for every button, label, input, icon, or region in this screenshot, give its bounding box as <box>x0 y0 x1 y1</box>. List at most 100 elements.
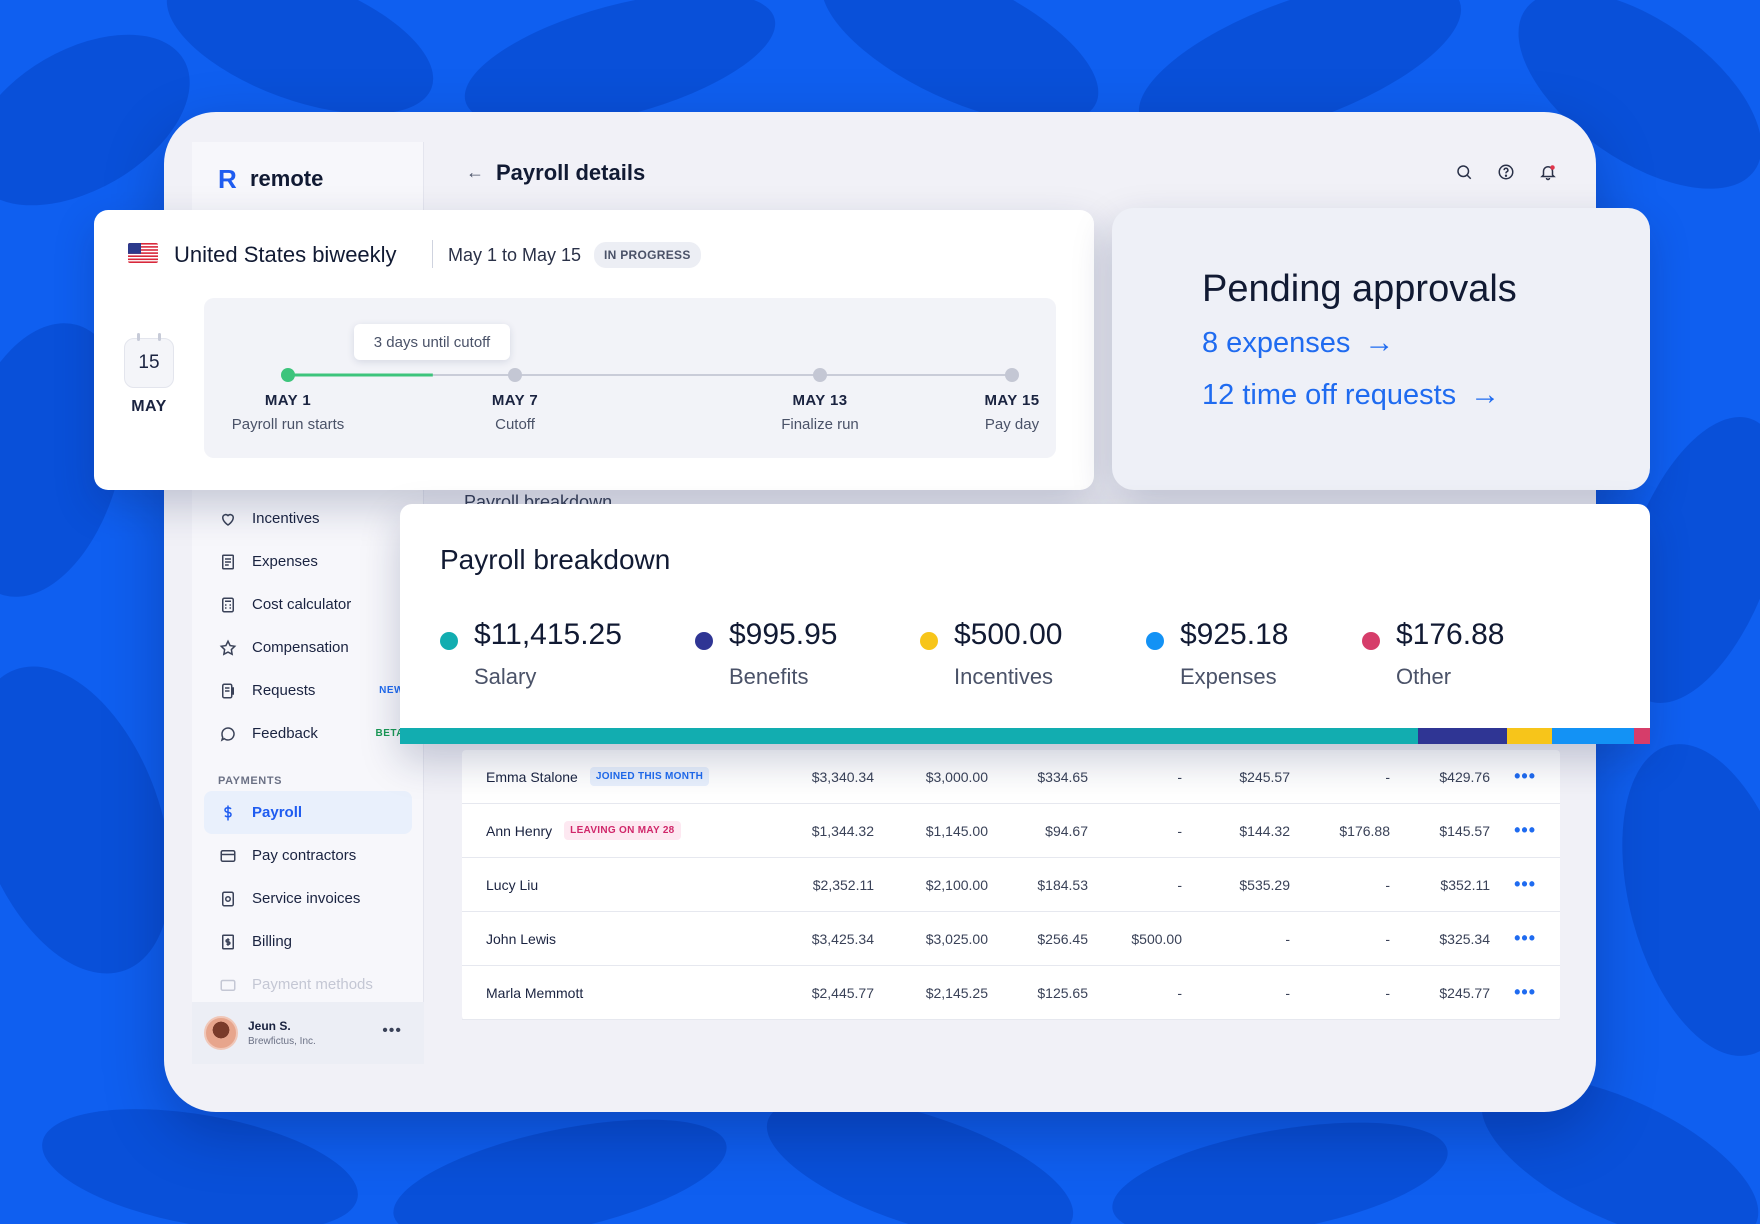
payroll-run-card: United States biweekly May 1 to May 15 I… <box>94 210 1094 490</box>
search-icon[interactable] <box>1454 162 1474 182</box>
nav-section-payments: PAYMENTS <box>218 775 283 787</box>
logo-text: remote <box>250 166 324 191</box>
milestone-date: MAY 1 <box>264 392 312 409</box>
amount-cell: $3,425.34 <box>811 930 874 947</box>
sidebar-item-payment-methods[interactable]: Payment methods <box>192 963 424 1006</box>
sidebar-item-label: Feedback <box>252 725 318 742</box>
pending-approvals-title: Pending approvals <box>1202 268 1517 310</box>
sidebar-item-label: Billing <box>252 933 293 950</box>
table-row[interactable]: John Lewis $3,425.34 $3,025.00 $256.45 $500.… <box>462 912 1560 966</box>
star-icon <box>218 638 238 658</box>
row-more-icon[interactable]: ••• <box>1514 928 1536 948</box>
expenses-segment <box>1551 728 1635 744</box>
row-more-icon[interactable]: ••• <box>1514 820 1536 840</box>
bill-icon <box>218 932 238 952</box>
avatar <box>204 1016 238 1050</box>
amount-cell: - <box>1385 876 1390 893</box>
amount-cell: $334.65 <box>1037 768 1088 785</box>
amount-cell: $429.76 <box>1439 768 1490 785</box>
employee-name-cell: Emma Stalone JOINED THIS MONTH <box>486 767 710 786</box>
payroll-run-dates: May 1 to May 15 <box>448 245 582 265</box>
breakdown-label: Incentives <box>954 664 1054 689</box>
milestone-dot-cutoff <box>508 368 522 382</box>
other-dot <box>1362 632 1380 650</box>
logo[interactable]: R remote <box>218 166 323 192</box>
table-row[interactable]: Ann Henry LEAVING ON MAY 28 $1,344.32 $1,14… <box>462 804 1560 858</box>
incentives-dot <box>920 632 938 650</box>
amount-cell: - <box>1177 822 1182 839</box>
page-title: Payroll details <box>496 160 646 185</box>
remote-logo-icon: R <box>218 164 237 194</box>
sidebar-item-label: Service invoices <box>252 890 361 907</box>
amount-cell: $2,145.25 <box>925 984 988 1001</box>
amount-cell: $125.65 <box>1037 984 1088 1001</box>
row-more-icon[interactable]: ••• <box>1514 766 1536 786</box>
breakdown-label: Expenses <box>1180 664 1277 689</box>
amount-cell: - <box>1285 984 1290 1001</box>
sidebar-item-expenses[interactable]: Expenses <box>192 540 424 583</box>
time-off-link[interactable]: 12 time off requests → <box>1202 378 1500 412</box>
table-row[interactable]: Lucy Liu $2,352.11 $2,100.00 $184.53 - $535.2… <box>462 858 1560 912</box>
chat-bubble-icon <box>218 724 238 744</box>
user-card[interactable]: Jeun S. Brewfictus, Inc. ••• <box>192 1002 424 1064</box>
amount-cell: $245.57 <box>1239 768 1290 785</box>
help-icon[interactable] <box>1496 162 1516 182</box>
payroll-run-title: United States biweekly <box>174 242 397 267</box>
payroll-table: Emma Stalone JOINED THIS MONTH $3,340.34 $3… <box>462 750 1560 1020</box>
amount-cell: - <box>1385 768 1390 785</box>
row-more-icon[interactable]: ••• <box>1514 874 1536 894</box>
sidebar-item-incentives[interactable]: Incentives <box>192 497 424 540</box>
sidebar-item-compensation[interactable]: Compensation <box>192 626 424 669</box>
timeline-track <box>281 368 1019 382</box>
wallet-icon <box>218 975 238 995</box>
breakdown-value: $925.18 <box>1180 618 1289 651</box>
beta-badge: BETA <box>375 728 404 739</box>
amount-cell: - <box>1385 984 1390 1001</box>
sidebar-item-pay-contractors[interactable]: Pay contractors <box>192 834 424 877</box>
employee-name-cell: Ann Henry LEAVING ON MAY 28 <box>486 821 681 840</box>
amount-cell: $2,352.11 <box>812 876 874 893</box>
sidebar-item-billing[interactable]: Billing <box>192 920 424 963</box>
document-icon <box>218 681 238 701</box>
amount-cell: $245.77 <box>1439 984 1490 1001</box>
expenses-link-label: 8 expenses <box>1202 326 1351 359</box>
cutoff-tooltip: 3 days until cutoff <box>354 324 510 360</box>
card-icon <box>218 846 238 866</box>
amount-cell: $1,344.32 <box>811 822 874 839</box>
benefits-dot <box>695 632 713 650</box>
sidebar-item-feedback[interactable]: Feedback BETA <box>192 712 424 755</box>
benefits-segment <box>1418 728 1508 744</box>
breakdown-value: $500.00 <box>954 618 1063 651</box>
payroll-timeline: 3 days until cutoff MAY 1 Payroll run st… <box>204 298 1056 458</box>
bell-icon[interactable] <box>1538 162 1558 182</box>
amount-cell: - <box>1285 930 1290 947</box>
sidebar-item-label: Payment methods <box>252 976 373 993</box>
arrow-right-icon: → <box>1364 326 1395 359</box>
status-tag: JOINED THIS MONTH <box>589 767 710 786</box>
milestone-label: Finalize run <box>781 416 859 433</box>
arrow-right-icon: → <box>1470 378 1501 411</box>
table-row[interactable]: Marla Memmott $2,445.77 $2,145.25 $125.65 - -… <box>462 966 1560 1020</box>
expenses-link[interactable]: 8 expenses → <box>1202 326 1394 360</box>
milestone-cutoff: MAY 7 Cutoff <box>435 392 595 433</box>
us-flag-icon <box>128 243 158 263</box>
sidebar-item-service-invoices[interactable]: Service invoices <box>192 877 424 920</box>
amount-cell: $535.29 <box>1239 876 1290 893</box>
amount-cell: $256.45 <box>1037 930 1088 947</box>
sidebar-item-payroll[interactable]: Payroll <box>204 791 412 834</box>
more-icon[interactable]: ••• <box>382 1022 402 1039</box>
sidebar-item-requests[interactable]: Requests NEW <box>192 669 424 712</box>
table-row[interactable]: Emma Stalone JOINED THIS MONTH $3,340.34 $3… <box>462 750 1560 804</box>
milestone-start: MAY 1 Payroll run starts <box>208 392 368 433</box>
sidebar-item-cost-calculator[interactable]: Cost calculator <box>192 583 424 626</box>
sidebar-nav: Incentives Expenses Cost calculator Comp… <box>192 497 424 1006</box>
amount-cell: $3,340.34 <box>811 768 874 785</box>
amount-cell: $184.53 <box>1037 876 1088 893</box>
row-more-icon[interactable]: ••• <box>1514 982 1536 1002</box>
back-arrow-icon[interactable]: ← <box>466 162 484 182</box>
milestone-date: MAY 7 <box>491 392 539 409</box>
incentives-segment <box>1507 728 1552 744</box>
pending-approvals-card: Pending approvals 8 expenses → 12 time o… <box>1112 208 1650 490</box>
user-name: Jeun S. <box>248 1019 291 1033</box>
